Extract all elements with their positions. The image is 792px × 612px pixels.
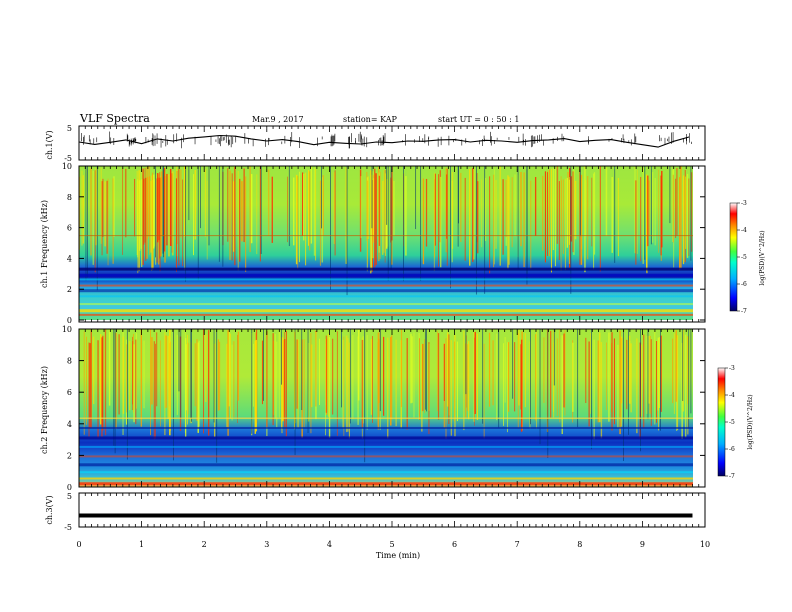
ch1-colorbar-label: log(PSD)(V^2/Hz): [759, 230, 766, 285]
ch1-colorbar-tick-label: -6: [741, 281, 747, 288]
ch2-colorbar-tick-label: -4: [729, 392, 735, 399]
ch1-freq-tick-label: 10: [62, 162, 72, 171]
ch1-colorbar: [729, 202, 738, 312]
x-tick-label: 10: [700, 540, 710, 549]
x-tick-label: 7: [515, 540, 520, 549]
spectral-band: [79, 477, 693, 480]
x-tick-label: 9: [640, 540, 645, 549]
spectral-band: [79, 463, 693, 467]
ch2-freq-tick-label: 0: [67, 483, 72, 492]
ch2-colorbar-tick-label: -3: [729, 365, 735, 372]
ch1-waveform-line: [78, 134, 690, 148]
ch1-freq-tick-label: 6: [67, 224, 72, 233]
spectral-band: [79, 273, 693, 277]
x-axis-label: Time (min): [376, 551, 420, 560]
ch2-colorbar-tick-label: -5: [729, 419, 735, 426]
spectral-band: [79, 295, 693, 298]
x-tick-label: 4: [327, 540, 332, 549]
ch1-spectrogram-ylabel: ch.1 Frequency (kHz): [40, 200, 49, 288]
ch1-ytick-top: 5: [67, 124, 72, 133]
x-tick-label: 8: [577, 540, 582, 549]
x-tick-label: 3: [264, 540, 269, 549]
spectral-band: [79, 313, 693, 316]
ch1-freq-tick-label: 2: [67, 285, 72, 294]
ch2-colorbar-tick-label: -7: [729, 473, 735, 480]
ch1-waveform-panel: 5 -5 ch.1(V): [45, 124, 706, 163]
ch2-freq-tick-label: 2: [67, 451, 72, 460]
ch1-freq-tick-label: 8: [67, 193, 72, 202]
spectral-band: [79, 471, 693, 474]
x-tick-label: 5: [389, 540, 394, 549]
ch1-colorbar-tick-label: -4: [741, 227, 747, 234]
spectral-band: [79, 436, 693, 440]
spectral-band: [79, 284, 693, 287]
spectral-band: [79, 303, 693, 306]
ch1-colorbar-tick-label: -3: [741, 200, 747, 207]
spectral-band: [79, 482, 693, 486]
ch3-waveform-panel: 5 -5 ch.3(V): [45, 492, 706, 532]
ch2-freq-tick-label: 6: [67, 388, 72, 397]
ch1-colorbar-tick-label: -7: [741, 308, 747, 315]
ch1-freq-tick-label: 0: [67, 316, 72, 325]
ch2-colorbar-tick-label: -6: [729, 446, 735, 453]
ch1-ytick-bottom: -5: [64, 154, 72, 163]
spectral-band: [79, 455, 693, 458]
ch2-freq-tick-label: 8: [67, 357, 72, 366]
spectral-band: [79, 417, 693, 419]
ch2-freq-tick-label: 10: [62, 325, 72, 334]
header-start-time: start UT = 0 : 50 : 1: [438, 115, 519, 124]
header-date: Mar.9 , 2017: [252, 115, 304, 124]
ch2-colorbar-label: log(PSD)(V^2/Hz): [747, 394, 754, 449]
spectral-band: [79, 267, 693, 271]
spectral-band: [79, 235, 693, 237]
x-tick-label: 2: [202, 540, 207, 549]
ch1-freq-tick-label: 4: [67, 254, 72, 263]
spectral-band: [79, 445, 693, 448]
ch1-waveform-ylabel: ch.1(V): [45, 130, 54, 159]
ch2-freq-tick-label: 4: [67, 420, 72, 429]
ch1-colorbar-tick-label: -5: [741, 254, 747, 261]
x-tick-label: 1: [139, 540, 144, 549]
ch2-spectrogram-ylabel: ch.2 Frequency (kHz): [40, 366, 49, 454]
spectral-band: [79, 309, 693, 313]
x-tick-label: 6: [452, 540, 457, 549]
ch3-waveform-ylabel: ch.3(V): [45, 495, 54, 524]
x-tick-label: 0: [76, 540, 81, 549]
spectral-band: [79, 278, 693, 281]
ch3-ytick-bottom: -5: [64, 523, 72, 532]
header-station: station= KAP: [343, 115, 398, 124]
ch3-ytick-top: 5: [67, 492, 72, 501]
figure-title: VLF Spectra: [79, 112, 150, 125]
ch2-colorbar: [717, 367, 726, 477]
spectral-band: [79, 289, 693, 293]
spectral-band: [79, 426, 693, 429]
